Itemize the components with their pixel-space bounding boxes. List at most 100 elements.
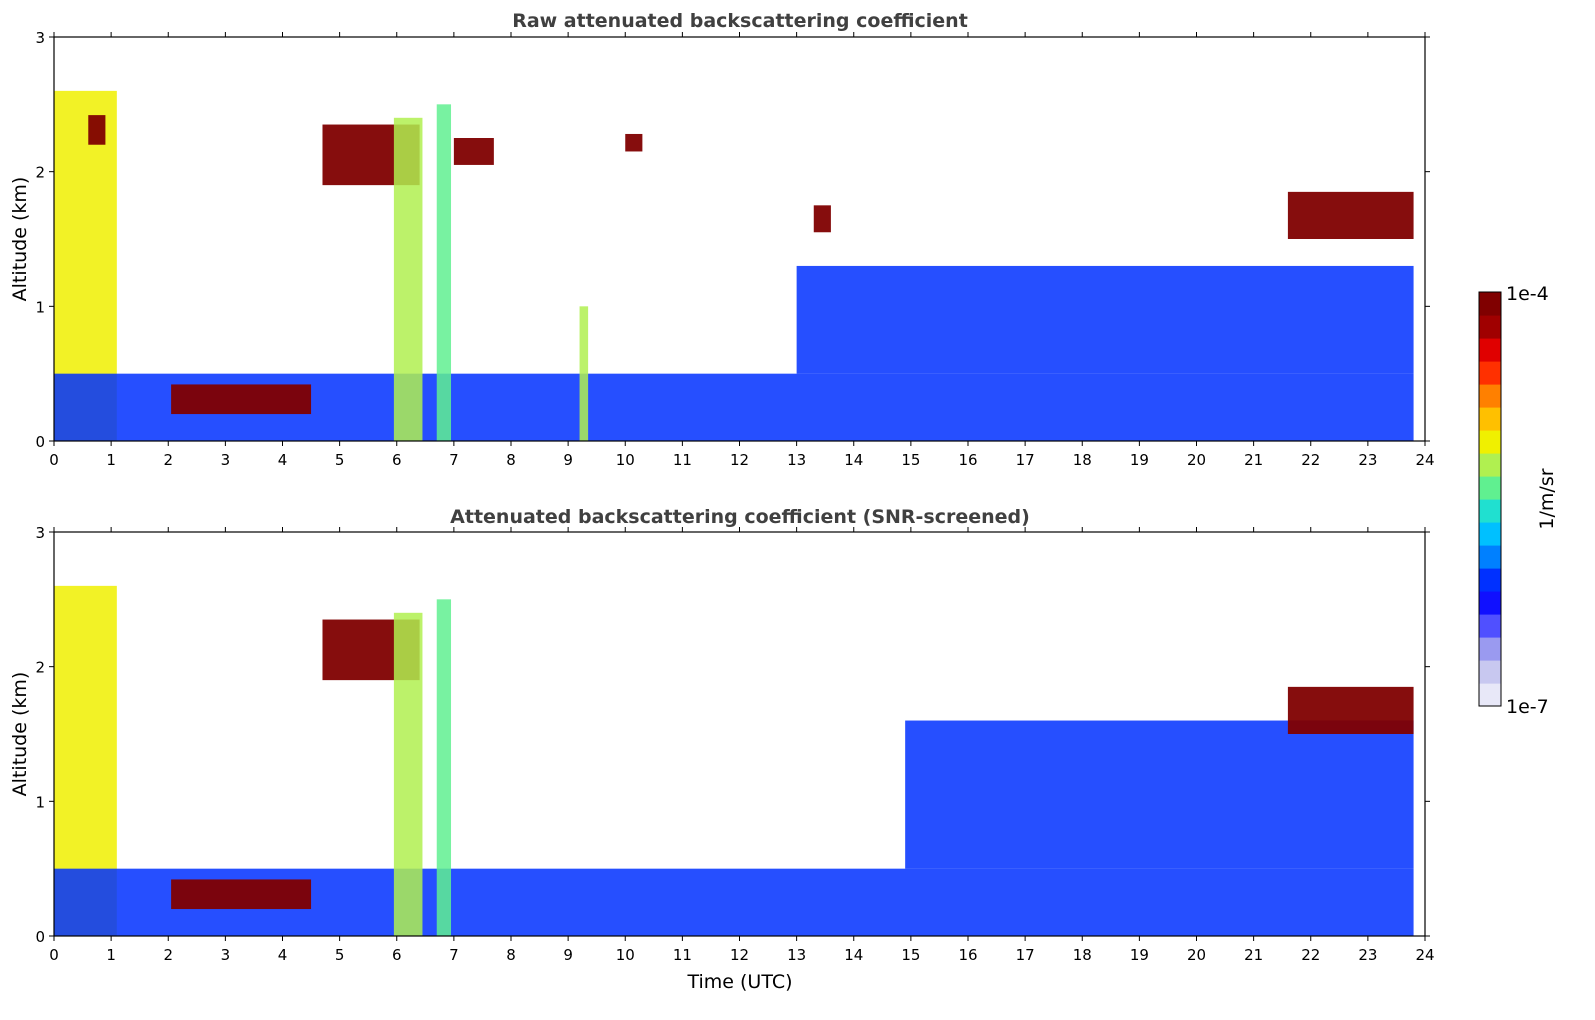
top-heatmap-region-4 [88, 115, 106, 145]
colorbar-max-label: 1e-4 [1506, 283, 1549, 305]
bottom-x-tick-label: 9 [563, 946, 573, 964]
colorbar-cell [1479, 660, 1501, 684]
bottom-heatmap-region-2 [905, 720, 1414, 869]
top-panel-heatmap [54, 90, 1414, 442]
top-x-tick-label: 10 [616, 451, 635, 469]
bottom-x-tick-label: 14 [844, 946, 863, 964]
colorbar-cell [1479, 476, 1501, 500]
bottom-x-tick-label: 17 [1016, 946, 1035, 964]
colorbar-cell [1479, 453, 1501, 477]
bottom-panel-y-label: Altitude (km) [9, 672, 31, 797]
bottom-x-tick-label: 22 [1301, 946, 1320, 964]
colorbar-cell [1479, 430, 1501, 454]
top-heatmap-region-11 [436, 104, 452, 441]
top-x-tick-label: 23 [1358, 451, 1377, 469]
top-heatmap-region-12 [579, 306, 589, 441]
colorbar-unit-label: 1/m/sr [1536, 468, 1558, 529]
top-x-tick-label: 0 [49, 451, 59, 469]
bottom-x-tick-label: 1 [106, 946, 116, 964]
top-x-tick-label: 13 [787, 451, 806, 469]
bottom-x-tick-label: 13 [787, 946, 806, 964]
bottom-x-tick-label: 19 [1130, 946, 1149, 964]
bottom-x-tick-label: 2 [163, 946, 173, 964]
colorbar-cell [1479, 407, 1501, 431]
colorbar-cell [1479, 637, 1501, 661]
bottom-heatmap-region-7 [436, 599, 452, 936]
bottom-y-tick-label: 1 [35, 793, 45, 811]
bottom-x-tick-label: 3 [221, 946, 231, 964]
bottom-panel-heatmap [54, 585, 1414, 936]
top-heatmap-region-8 [813, 205, 831, 233]
bottom-x-tick-label: 18 [1073, 946, 1092, 964]
bottom-x-tick-label: 15 [901, 946, 920, 964]
bottom-heatmap-region-3 [171, 879, 312, 910]
top-panel-title: Raw attenuated backscattering coefficien… [512, 10, 968, 32]
top-x-tick-label: 3 [221, 451, 231, 469]
top-x-tick-label: 20 [1187, 451, 1206, 469]
colorbar-cell [1479, 683, 1501, 707]
bottom-y-tick-label: 3 [35, 524, 45, 542]
bottom-y-tick-label: 2 [35, 659, 45, 677]
bottom-x-tick-label: 6 [392, 946, 402, 964]
bottom-panel-y-axis: 0 1 2 3 [35, 524, 1430, 946]
top-heatmap-region-9 [1287, 191, 1414, 239]
top-x-tick-label: 22 [1301, 451, 1320, 469]
bottom-x-tick-label: 5 [335, 946, 345, 964]
bottom-x-tick-label: 7 [449, 946, 459, 964]
top-heatmap-region-3 [171, 384, 312, 415]
bottom-panel-x-label: Time (UTC) [686, 971, 792, 993]
colorbar-cell [1479, 522, 1501, 546]
bottom-x-tick-label: 0 [49, 946, 59, 964]
colorbar-cell [1479, 315, 1501, 339]
top-x-tick-label: 12 [730, 451, 749, 469]
top-x-tick-label: 16 [958, 451, 977, 469]
colorbar-cell [1479, 591, 1501, 615]
colorbar-gradient [1479, 292, 1501, 707]
colorbar: 1e-4 1e-7 1/m/sr [1478, 283, 1558, 718]
top-x-tick-label: 2 [163, 451, 173, 469]
bottom-x-tick-label: 20 [1187, 946, 1206, 964]
top-y-tick-label: 0 [35, 433, 45, 451]
bottom-x-tick-label: 12 [730, 946, 749, 964]
top-heatmap-region-6 [453, 138, 494, 165]
top-heatmap-region-2 [796, 265, 1414, 374]
top-x-tick-label: 18 [1073, 451, 1092, 469]
top-heatmap-region-10 [393, 117, 423, 442]
top-x-tick-label: 19 [1130, 451, 1149, 469]
top-x-tick-label: 4 [278, 451, 288, 469]
top-x-tick-label: 21 [1244, 451, 1263, 469]
top-x-tick-label: 5 [335, 451, 345, 469]
bottom-panel-title: Attenuated backscattering coefficient (S… [450, 506, 1030, 528]
colorbar-frame [1478, 291, 1502, 707]
colorbar-cell [1479, 384, 1501, 408]
bottom-panel: Attenuated backscattering coefficient (S… [9, 506, 1435, 993]
top-panel-x-axis: 0 1 2 3 4 5 6 7 8 9 10 11 12 13 14 15 16 17 18 19 20 21 22 23 24 [49, 32, 1435, 469]
colorbar-cell [1479, 545, 1501, 569]
colorbar-cell [1479, 568, 1501, 592]
bottom-heatmap-region-6 [393, 612, 423, 936]
bottom-x-tick-label: 16 [958, 946, 977, 964]
colorbar-cell [1479, 614, 1501, 638]
bottom-y-tick-label: 0 [35, 928, 45, 946]
top-panel: Raw attenuated backscattering coefficien… [9, 10, 1435, 469]
top-x-tick-label: 24 [1415, 451, 1434, 469]
bottom-x-tick-label: 21 [1244, 946, 1263, 964]
bottom-panel-x-axis: 0 1 2 3 4 5 6 7 8 9 10 11 12 13 14 15 16 17 18 19 20 21 22 23 24 [49, 527, 1435, 964]
top-y-tick-label: 1 [35, 298, 45, 316]
top-x-tick-label: 8 [506, 451, 516, 469]
top-x-tick-label: 7 [449, 451, 459, 469]
top-x-tick-label: 17 [1016, 451, 1035, 469]
bottom-x-tick-label: 24 [1415, 946, 1434, 964]
bottom-x-tick-label: 8 [506, 946, 516, 964]
colorbar-cell [1479, 361, 1501, 385]
top-x-tick-label: 9 [563, 451, 573, 469]
colorbar-cell [1479, 499, 1501, 523]
bottom-x-tick-label: 11 [673, 946, 692, 964]
top-panel-y-label: Altitude (km) [9, 177, 31, 302]
top-y-tick-label: 3 [35, 29, 45, 47]
bottom-x-tick-label: 23 [1358, 946, 1377, 964]
top-panel-y-axis: 0 1 2 3 [35, 29, 1430, 451]
bottom-heatmap-region-5 [1287, 686, 1414, 734]
top-x-tick-label: 14 [844, 451, 863, 469]
